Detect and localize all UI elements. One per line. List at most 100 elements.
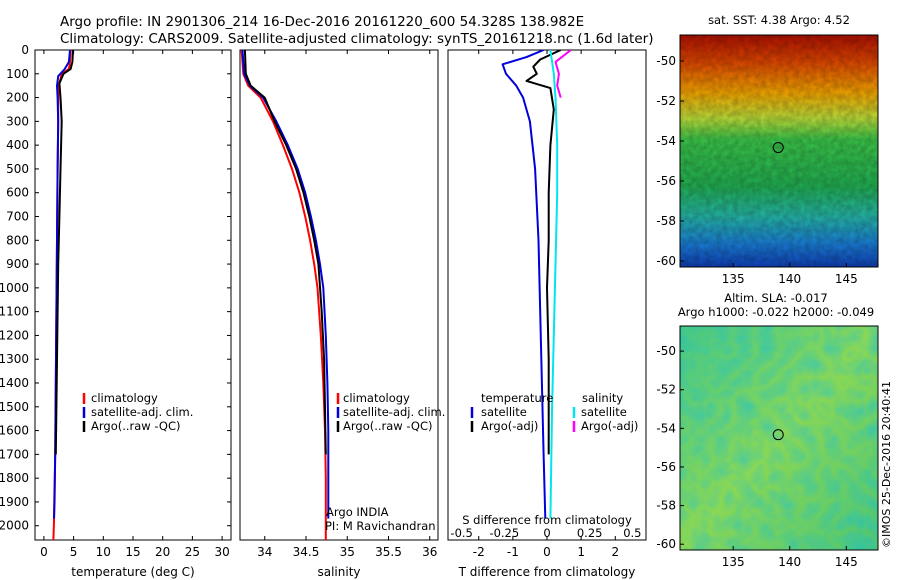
legend-label-temp-argo: Argo(-adj) <box>481 419 538 433</box>
legend-label-argo: Argo(..raw -QC) <box>91 419 181 433</box>
top-x-tick-label: 0.5 <box>623 526 641 540</box>
series-line-temperature-satellite <box>501 50 547 519</box>
map-lat-label: -56 <box>656 460 676 474</box>
sla-texture <box>680 326 878 550</box>
legend-label-argo: Argo(..raw -QC) <box>343 419 433 433</box>
depth-tick-label: 2000 <box>0 519 29 533</box>
map-lat-label: -60 <box>656 254 676 268</box>
principal-investigator-label: PI: M Ravichandran <box>325 519 436 533</box>
sla-map-subtitle: Argo h1000: -0.022 h2000: -0.049 <box>678 305 874 319</box>
difference-top-xlabel: S difference from climatology <box>462 513 632 527</box>
x-tick-label: 20 <box>155 545 170 559</box>
map-lat-label: -50 <box>656 54 676 68</box>
x-tick-label: 1 <box>577 545 585 559</box>
map-lat-label: -58 <box>656 499 676 513</box>
salinity-xlabel: salinity <box>317 565 360 579</box>
map-lon-label: 135 <box>722 555 745 569</box>
difference-panel-ticks: -2 -1 0 1 2 -0.5 -0.25 0 0.25 0.5 <box>450 50 641 559</box>
legend-label-climatology: climatology <box>343 391 410 405</box>
depth-tick-label: 400 <box>6 138 29 152</box>
figure-title-line1: Argo profile: IN 2901306_214 16-Dec-2016… <box>60 14 584 30</box>
sst-map <box>679 34 879 268</box>
depth-tick-label: 1900 <box>0 495 29 509</box>
sst-map-frame <box>679 34 879 268</box>
series-line-climatology <box>240 50 327 540</box>
top-x-tick-label: 0.25 <box>577 526 603 540</box>
depth-tick-label: 500 <box>6 162 29 176</box>
legend-title-salinity: salinity <box>582 391 623 405</box>
difference-xlabel: T difference from climatology <box>458 565 636 579</box>
x-tick-label: 34.5 <box>293 545 320 559</box>
depth-tick-label: 1600 <box>0 424 29 438</box>
top-x-tick-label: -0.5 <box>450 526 472 540</box>
x-tick-label: 10 <box>96 545 111 559</box>
salinity-panel-ticks: 34 34.5 35 35.5 36 <box>257 50 437 559</box>
legend-label-sal-argo: Argo(-adj) <box>581 419 638 433</box>
temperature-xlabel: temperature (deg C) <box>71 565 194 579</box>
map-lat-label: -54 <box>656 421 676 435</box>
temperature-series <box>52 50 74 540</box>
map-lon-label: 145 <box>835 555 858 569</box>
legend-label-climatology: climatology <box>91 391 158 405</box>
map-lat-label: -60 <box>656 537 676 551</box>
depth-tick-label: 1100 <box>0 305 29 319</box>
map-lon-label: 140 <box>778 272 801 286</box>
depth-tick-label: 1200 <box>0 328 29 342</box>
difference-legend: temperature satellite Argo(-adj) salinit… <box>470 391 638 433</box>
legend-label-sal-satellite: satellite <box>581 405 627 419</box>
depth-tick-label: 800 <box>6 233 29 247</box>
map-lat-label: -54 <box>656 134 676 148</box>
sst-map-title: sat. SST: 4.38 Argo: 4.52 <box>708 13 850 27</box>
depth-tick-label: 600 <box>6 186 29 200</box>
depth-tick-label: 200 <box>6 91 29 105</box>
x-tick-label: 2 <box>611 545 619 559</box>
salinity-legend: climatology satellite-adj. clim. Argo(..… <box>336 391 445 433</box>
sla-map-title: Altim. SLA: -0.017 <box>724 291 828 305</box>
map-lon-label: 135 <box>722 272 745 286</box>
depth-tick-label: 700 <box>6 210 29 224</box>
float-program-label: Argo INDIA <box>326 505 389 519</box>
sla-map <box>679 325 879 551</box>
x-tick-label: 0 <box>543 545 551 559</box>
series-line-argo-raw-qc- <box>54 50 74 455</box>
x-tick-label: 35 <box>340 545 355 559</box>
x-tick-label: 36 <box>422 545 437 559</box>
map-lon-label: 145 <box>835 272 858 286</box>
depth-tick-label: 300 <box>6 114 29 128</box>
x-tick-label: 35.5 <box>375 545 402 559</box>
legend-title-temperature: temperature <box>481 391 553 405</box>
figure-title-line2: Climatology: CARS2009. Satellite-adjuste… <box>60 31 653 47</box>
depth-tick-label: 0 <box>21 43 29 57</box>
sla-map-ticks: 135 140 145 -50 -52 -54 -56 -58 -60 <box>656 344 857 569</box>
map-lon-label: 140 <box>778 555 801 569</box>
salinity-series <box>240 50 330 540</box>
depth-tick-label: 1700 <box>0 447 29 461</box>
legend-label-temp-satellite: satellite <box>481 405 527 419</box>
map-lat-label: -50 <box>656 344 676 358</box>
map-lat-label: -56 <box>656 174 676 188</box>
temperature-panel-frame <box>34 49 232 541</box>
series-line-salinity-satellite <box>549 50 559 519</box>
x-tick-label: 5 <box>70 545 78 559</box>
x-tick-label: 25 <box>185 545 200 559</box>
depth-tick-label: 100 <box>6 67 29 81</box>
x-tick-label: 15 <box>125 545 140 559</box>
argo-position-marker <box>772 142 784 154</box>
legend-label-satellite: satellite-adj. clim. <box>343 405 445 419</box>
depth-tick-label: 1400 <box>0 376 29 390</box>
series-line-argo-raw-qc- <box>243 50 327 455</box>
depth-tick-label: 1000 <box>0 281 29 295</box>
salinity-panel-frame <box>239 49 439 541</box>
x-tick-label: 0 <box>40 545 48 559</box>
sst-map-ticks: 135 140 145 -50 -52 -54 -56 -58 -60 <box>656 54 857 286</box>
sla-map-frame <box>679 325 879 551</box>
top-x-tick-label: 0 <box>543 526 550 540</box>
depth-tick-label: 1500 <box>0 400 29 414</box>
map-lat-label: -52 <box>656 383 676 397</box>
map-lat-label: -58 <box>656 214 676 228</box>
map-lat-label: -52 <box>656 94 676 108</box>
difference-series <box>501 50 572 519</box>
timestamp-watermark: ©IMOS 25-Dec-2016 20:40:41 <box>880 381 893 548</box>
series-line-satellite-adj-clim- <box>241 50 330 519</box>
